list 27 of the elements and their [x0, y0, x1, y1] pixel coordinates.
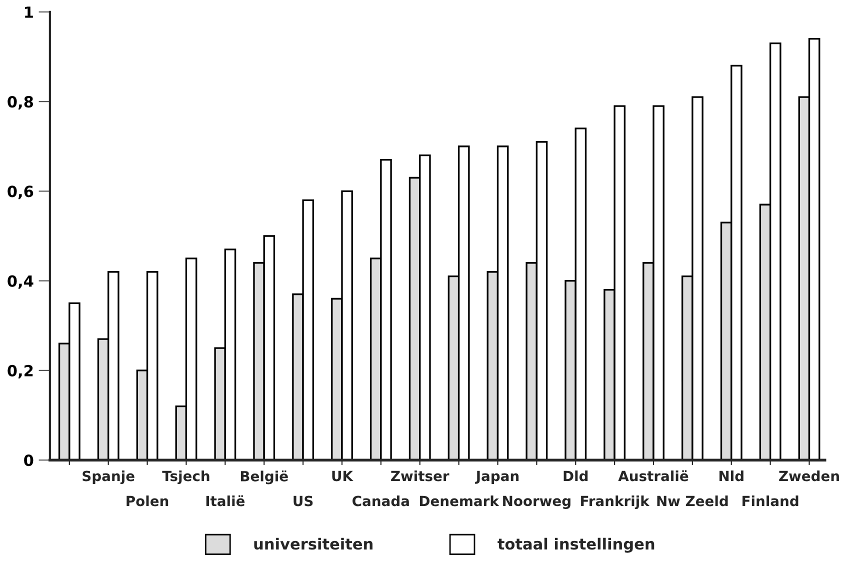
x-tick-label: Dld: [564, 470, 588, 482]
x-tick-label: Nld: [719, 470, 744, 482]
x-tick-label: Italië: [206, 495, 245, 506]
x-tick-label: Spanje: [82, 470, 134, 484]
x-tick-label: Polen: [126, 495, 168, 506]
x-tick-label: US: [294, 496, 313, 506]
x-tick-label: Australië: [618, 470, 688, 482]
x-tick-label: Tsjech: [162, 470, 210, 484]
y-tick-label: 1: [25, 6, 33, 18]
x-tick-label: Frankrijk: [581, 495, 650, 510]
y-tick-label: 0,8: [8, 96, 34, 110]
x-tick-label: Noorweg: [503, 496, 570, 509]
x-tick-label: Japan: [475, 470, 519, 484]
x-tick-label: Denemark: [420, 495, 500, 506]
x-tick-label: UK: [332, 470, 354, 482]
x-tick-label: Nw Zeeld: [657, 495, 728, 506]
x-tick-label: Canada: [352, 495, 409, 506]
x-tick-label: Finland: [742, 495, 798, 506]
x-tick-label: België: [240, 470, 288, 484]
y-tick-label: 0,2: [8, 364, 33, 378]
y-tick-label: 0,4: [8, 275, 34, 289]
y-tick-label: 0,6: [8, 186, 34, 200]
x-tick-label: Zwitser: [391, 470, 450, 482]
legend-label: totaal instellingen: [498, 538, 654, 553]
y-tick-label: 0: [24, 454, 34, 466]
legend-label: universiteiten: [254, 538, 372, 550]
x-tick-label: Zweden: [779, 470, 839, 482]
